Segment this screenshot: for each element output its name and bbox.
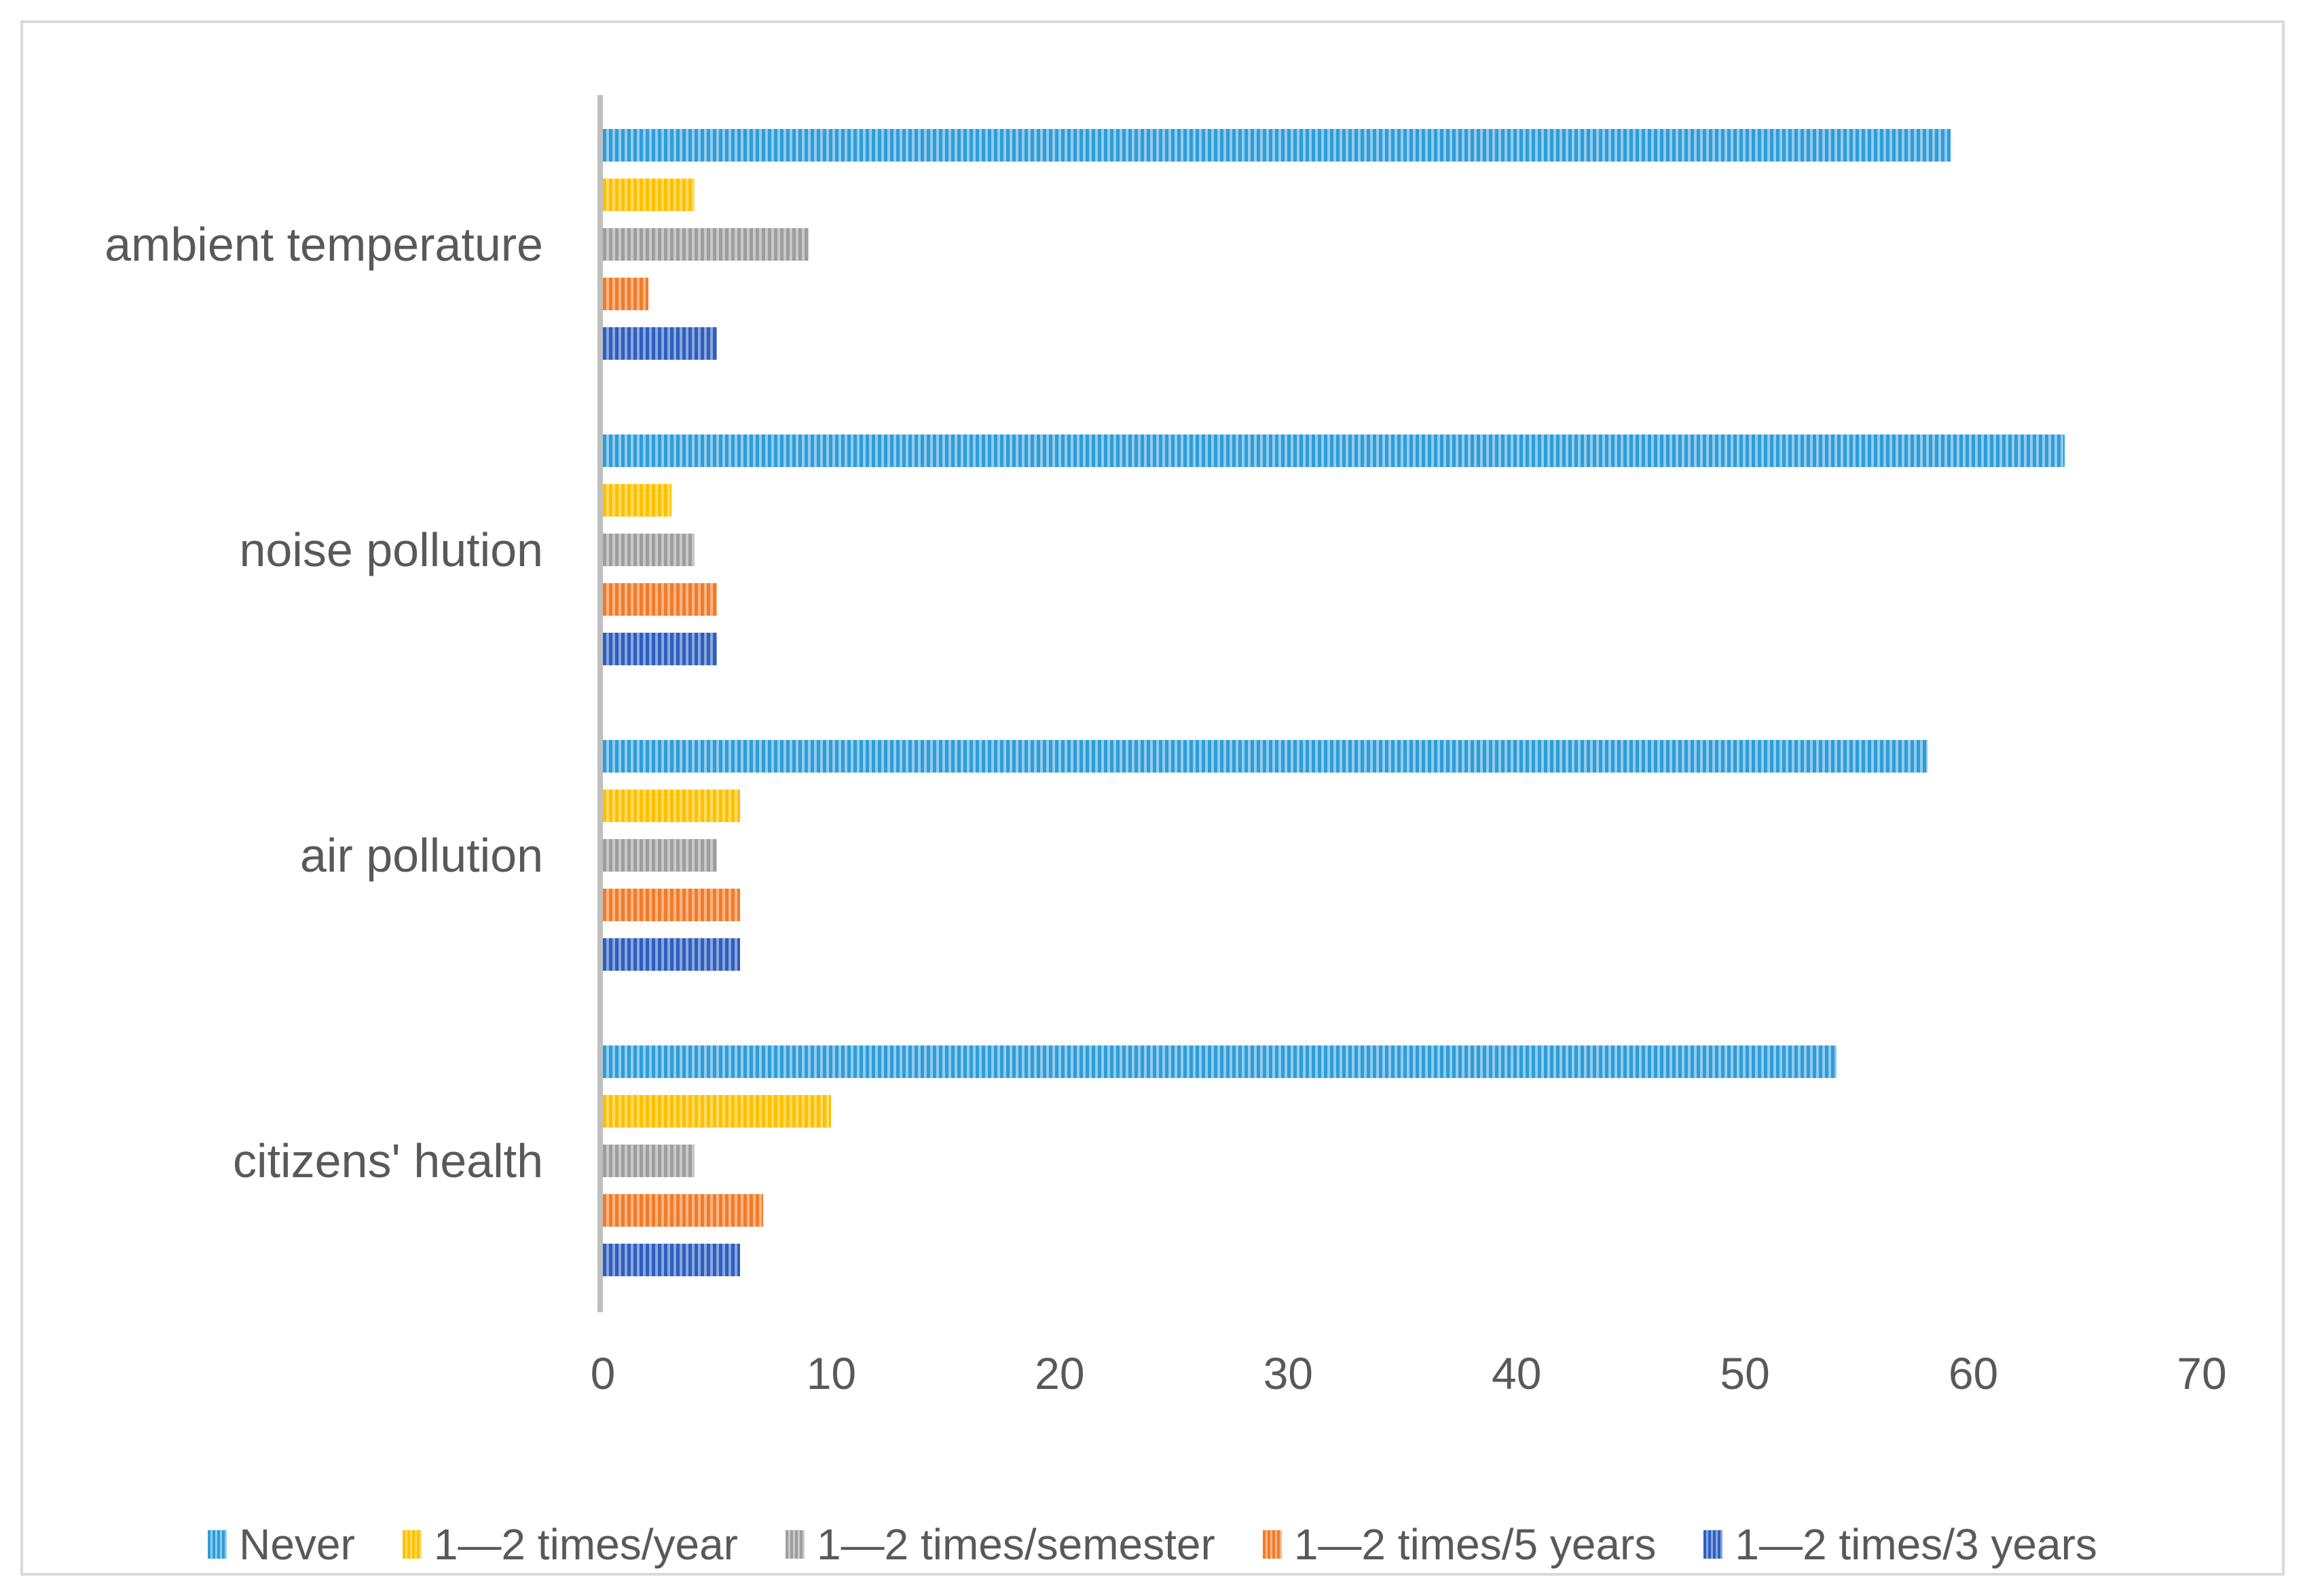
legend-item: Never [208, 1519, 355, 1570]
legend-swatch-icon [402, 1530, 422, 1559]
category-label: ambient temperature [105, 218, 543, 271]
bar-1-2-times-year [603, 790, 740, 822]
x-tick-label: 40 [1491, 1348, 1542, 1398]
x-tick-label: 30 [1263, 1348, 1313, 1398]
x-tick-label: 70 [2177, 1348, 2227, 1398]
bar-1-2-times-5-years [603, 889, 740, 921]
bar-1-2-times-3-years [603, 327, 717, 360]
chart-border [20, 20, 2285, 1576]
legend-swatch-icon [208, 1530, 227, 1559]
legend-swatch-icon [785, 1530, 805, 1559]
legend: Never 1—2 times/year 1—2 times/semester 1—2… [0, 1510, 2305, 1578]
y-axis-line [597, 95, 603, 1312]
bar-1-2-times-5-years [603, 1194, 763, 1227]
category-label: air pollution [300, 829, 543, 882]
bar-1-2-times-5-years [603, 278, 648, 310]
bar-1-2-times-semester [603, 534, 695, 566]
bar-1-2-times-semester [603, 228, 809, 261]
bar-never [603, 740, 1928, 773]
legend-item: 1—2 times/3 years [1703, 1519, 2097, 1570]
x-tick-label: 50 [1720, 1348, 1770, 1398]
bar-1-2-times-3-years [603, 633, 717, 665]
bar-never [603, 1045, 1837, 1078]
bar-never [603, 129, 1951, 162]
bar-1-2-times-semester [603, 1145, 695, 1177]
legend-label: Never [239, 1520, 355, 1569]
legend-label: 1—2 times/3 years [1735, 1520, 2097, 1569]
legend-swatch-icon [1703, 1530, 1723, 1559]
bar-1-2-times-5-years [603, 583, 717, 616]
legend-item: 1—2 times/5 years [1262, 1519, 1657, 1570]
x-tick-label: 60 [1948, 1348, 1999, 1398]
bar-never [603, 434, 2065, 467]
bar-1-2-times-3-years [603, 1244, 740, 1276]
legend-label: 1—2 times/5 years [1293, 1520, 1657, 1569]
x-tick-label: 0 [590, 1348, 616, 1398]
bar-1-2-times-3-years [603, 938, 740, 971]
x-tick-label: 20 [1035, 1348, 1085, 1398]
x-tick-label: 10 [806, 1348, 857, 1398]
bar-1-2-times-year [603, 179, 695, 211]
bar-1-2-times-semester [603, 839, 717, 872]
legend-item: 1—2 times/year [402, 1519, 738, 1570]
legend-item: 1—2 times/semester [785, 1519, 1215, 1570]
category-label: citizens' health [233, 1134, 543, 1187]
legend-label: 1—2 times/year [433, 1520, 738, 1569]
legend-swatch-icon [1262, 1530, 1282, 1559]
bar-1-2-times-year [603, 484, 671, 517]
bar-1-2-times-year [603, 1095, 831, 1128]
legend-label: 1—2 times/semester [816, 1520, 1215, 1569]
category-label: noise pollution [239, 523, 543, 576]
